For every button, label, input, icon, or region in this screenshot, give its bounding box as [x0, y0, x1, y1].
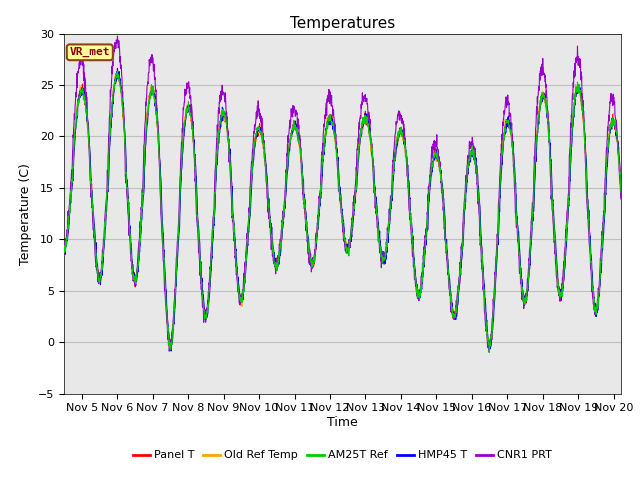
- Y-axis label: Temperature (C): Temperature (C): [19, 163, 33, 264]
- Legend: Panel T, Old Ref Temp, AM25T Ref, HMP45 T, CNR1 PRT: Panel T, Old Ref Temp, AM25T Ref, HMP45 …: [129, 446, 556, 465]
- Title: Temperatures: Temperatures: [290, 16, 395, 31]
- Text: VR_met: VR_met: [70, 47, 110, 58]
- X-axis label: Time: Time: [327, 416, 358, 429]
